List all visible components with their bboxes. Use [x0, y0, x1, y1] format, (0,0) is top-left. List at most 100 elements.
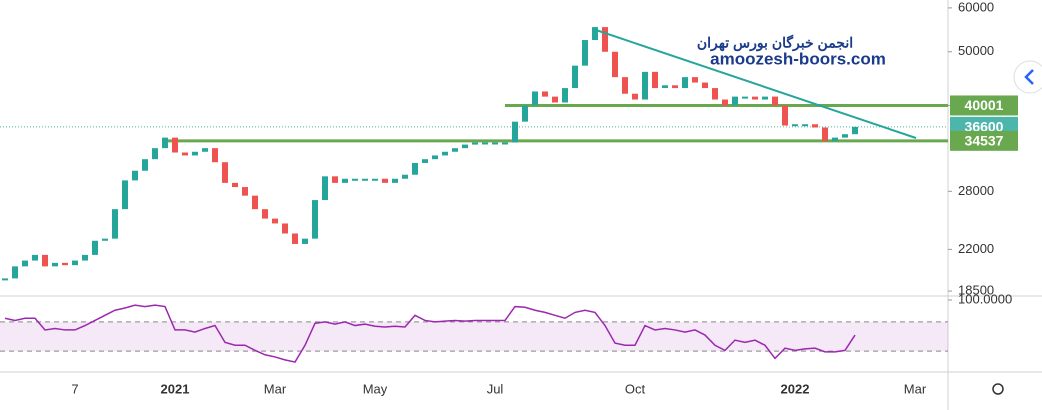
candle: [582, 40, 588, 66]
candle: [602, 27, 608, 52]
candle: [552, 96, 558, 103]
watermark-url: amoozesh-boors.com: [710, 49, 886, 68]
candle: [172, 137, 178, 153]
candle: [612, 51, 618, 78]
candle: [192, 151, 198, 156]
candle: [12, 266, 18, 279]
candle: [142, 159, 148, 171]
candle: [402, 174, 408, 179]
candle: [182, 152, 188, 156]
collapse-icon[interactable]: [1024, 69, 1034, 85]
x-tick-label: Oct: [625, 381, 646, 396]
settings-icon[interactable]: [992, 383, 1004, 395]
candle: [332, 176, 338, 183]
candle: [562, 88, 568, 103]
candle: [362, 178, 368, 181]
x-tick-label: 2022: [781, 381, 810, 396]
candle: [62, 262, 68, 266]
candle: [322, 176, 328, 201]
candle: [302, 238, 308, 244]
candle: [812, 124, 818, 128]
candle: [92, 240, 98, 255]
y-tick-label: 22000: [958, 241, 994, 256]
candle: [452, 148, 458, 152]
candle: [702, 82, 708, 89]
price-tag: [950, 95, 1018, 116]
candle: [802, 124, 808, 127]
candle: [622, 77, 628, 94]
price-tag: [950, 130, 1018, 151]
candle: [662, 85, 668, 89]
candle: [432, 155, 438, 160]
candle: [342, 178, 348, 183]
candle: [522, 105, 528, 122]
candle: [482, 142, 488, 145]
price-tag-label: 40001: [965, 97, 1004, 113]
candle: [352, 178, 358, 181]
candle: [462, 144, 468, 149]
candle: [412, 162, 418, 175]
candle: [782, 105, 788, 126]
candle: [422, 159, 428, 163]
candle: [22, 260, 28, 267]
candle: [262, 209, 268, 219]
candle: [542, 91, 548, 97]
candle: [492, 142, 498, 145]
y-tick-label: 28000: [958, 183, 994, 198]
candle: [592, 27, 598, 41]
candle: [2, 278, 8, 281]
price-tag-label: 36600: [965, 119, 1004, 135]
candle: [132, 170, 138, 181]
y2-tick-label: 100.0000: [958, 291, 1012, 306]
candle: [372, 178, 378, 181]
candle: [732, 96, 738, 106]
candle: [712, 88, 718, 100]
candle: [282, 223, 288, 234]
candle: [122, 180, 128, 210]
candle: [692, 77, 698, 83]
collapse-button[interactable]: [1013, 60, 1042, 94]
candle: [212, 148, 218, 163]
candle: [842, 134, 848, 138]
candle: [832, 137, 838, 142]
candle: [222, 162, 228, 183]
price-tag-label: 34537: [965, 133, 1004, 149]
candle: [672, 85, 678, 89]
y-tick-label: 18500: [958, 283, 994, 298]
candle: [272, 218, 278, 224]
candle: [252, 195, 258, 210]
candle: [502, 142, 508, 145]
candle: [112, 209, 118, 239]
watermark-fa: انجمن خبرگان بورس تهران: [697, 35, 853, 52]
candle: [382, 178, 388, 183]
rsi-band: [0, 321, 948, 352]
x-tick-label: Mar: [904, 381, 927, 396]
x-tick-label: 7: [71, 381, 78, 396]
candle: [72, 260, 78, 266]
candle: [442, 151, 448, 156]
candle: [652, 71, 658, 89]
x-tick-label: Mar: [264, 381, 287, 396]
candle: [512, 121, 518, 143]
candle: [292, 233, 298, 244]
y-tick-label: 50000: [958, 43, 994, 58]
candle: [752, 96, 758, 100]
candle: [32, 254, 38, 261]
candle: [632, 93, 638, 100]
trend-line: [595, 29, 917, 139]
plot-layer: 185002200028000400005000060000100.000072…: [0, 0, 1012, 396]
y-tick-label: 60000: [958, 0, 994, 14]
candle: [852, 126, 858, 135]
candle: [792, 124, 798, 127]
candle: [52, 262, 58, 267]
candle: [722, 99, 728, 106]
candle: [312, 200, 318, 239]
x-tick-label: Jul: [487, 381, 504, 396]
candle: [232, 182, 238, 188]
candle: [762, 96, 768, 100]
candle: [152, 148, 158, 160]
candle: [532, 91, 538, 106]
candle: [472, 142, 478, 145]
